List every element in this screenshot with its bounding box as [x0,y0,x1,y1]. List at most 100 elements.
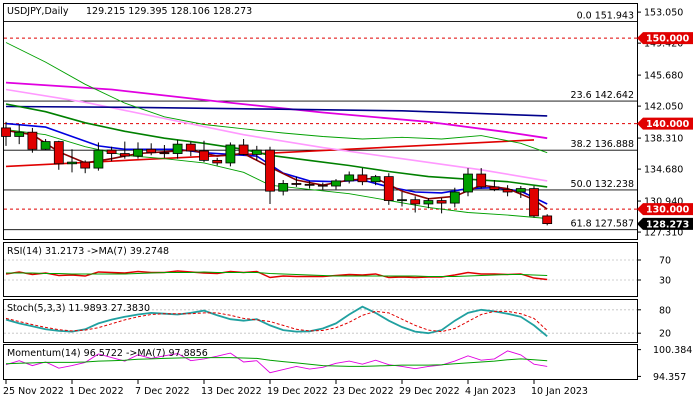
candle-13 [172,139,183,159]
symbol-label: USDJPY,Daily [7,6,69,17]
candle-6 [80,160,91,174]
candle-27 [357,168,368,186]
rsi-axis: 70 30 [637,256,671,287]
candle-21 [278,180,289,196]
candle-36 [476,168,487,189]
level-label-50-0-132-238: 50.0 132.238 [571,179,634,190]
rsi-series-1 [6,271,548,277]
candle-31 [410,196,421,213]
svg-text:130.000: 130.000 [646,205,690,216]
price-line-1 [5,81,548,140]
candle-24 [317,182,328,190]
momentum-pane: Momentum(14) 96.5722 ->MA(7) 97.8856 [3,344,638,380]
time-tick-23-dec-2022: 23 Dec 2022 [333,386,394,397]
level-label-23-6-142-642: 23.6 142.642 [571,90,634,101]
candle-15 [199,140,209,163]
level-label-0-0-151-943: 0.0 151.943 [577,11,634,22]
candle-12 [159,145,170,158]
price-tick-127-310: 127.310 [644,228,683,239]
momentum-label: Momentum(14) 96.5722 ->MA(7) 97.8856 [7,348,208,359]
stoch-series-1 [5,310,548,333]
candle-41 [542,214,553,226]
candlesticks [1,121,553,226]
candle-28 [370,174,381,186]
candle-7 [93,142,104,171]
candle-23 [304,180,315,189]
time-tick-29-dec-2022: 29 Dec 2022 [399,386,460,397]
candle-34 [449,187,460,208]
stoch-pane: Stoch(5,3,3) 11.9893 27.3830 [3,299,638,343]
candle-30 [397,192,407,207]
candle-35 [463,168,473,197]
time-tick-13-dec-2022: 13 Dec 2022 [201,386,262,397]
level-label-38-2-136-888: 38.2 136.888 [571,139,634,150]
candle-20 [265,146,275,204]
candle-32 [423,197,434,209]
time-tick-10-jan-2023: 10 Jan 2023 [531,386,588,397]
candle-18 [238,139,249,156]
time-tick-19-dec-2022: 19 Dec 2022 [267,386,328,397]
rsi-tick-70: 70 [659,256,671,267]
candle-25 [331,179,341,190]
rsi-series-0 [5,270,548,281]
price-line-3 [5,105,548,117]
price-tick-142-050: 142.050 [644,102,683,113]
stoch-series-0 [5,305,548,337]
price-badge-130-000: 130.000 [637,203,693,216]
candle-5 [67,149,77,173]
momentum-series-0 [5,350,548,374]
time-tick-4-jan-2023: 4 Jan 2023 [465,386,516,397]
price-tick-134-680: 134.680 [644,165,683,176]
candle-1 [14,124,25,145]
price-badges: 150.000 140.000 130.000 128.273 [637,32,693,230]
candle-16 [212,157,223,166]
price-pane: 0.0 151.943 23.6 142.642 38.2 136.888 50.0 … [1,3,638,240]
candle-40 [529,186,539,218]
candle-19 [251,145,262,161]
candle-0 [1,121,11,146]
momentum-lines [5,350,548,374]
svg-text:140.000: 140.000 [646,119,690,130]
candle-3 [40,139,51,151]
price-tick-130-940: 130.940 [644,197,683,208]
candle-14 [185,141,196,157]
momentum-axis: 100.384 94.357 [637,345,692,383]
time-tick-25-nov-2022: 25 Nov 2022 [3,386,64,397]
candle-26 [344,171,355,184]
candle-8 [106,146,117,162]
svg-text:150.000: 150.000 [646,34,690,45]
momentum-series-1 [5,357,548,367]
stoch-axis: 80 20 [637,305,671,340]
price-line-2 [5,88,548,182]
svg-text:128.273: 128.273 [646,219,689,230]
stoch-lines [4,305,637,337]
momentum-tick-94-357: 94.357 [653,372,686,383]
price-badge-128-273: 128.273 [637,217,693,230]
stoch-label: Stoch(5,3,3) 11.9893 27.3830 [7,303,150,314]
price-tick-138-310: 138.310 [644,134,683,145]
level-label-61-8-127-587: 61.8 127.587 [571,219,634,230]
price-badge-140-000: 140.000 [637,117,693,130]
stoch-tick-80: 80 [659,305,671,316]
price-line-4 [5,42,548,154]
candle-22 [291,176,302,187]
price-tick-145-680: 145.680 [644,71,683,82]
candle-37 [489,180,500,192]
ohlc-values: 129.215 129.395 128.106 128.273 [86,6,252,17]
candle-9 [119,141,130,159]
price-tick-153-050: 153.050 [644,8,683,19]
candle-33 [436,197,447,214]
candle-11 [146,143,157,156]
price-badge-150-000: 150.000 [637,32,693,45]
time-tick-7-dec-2022: 7 Dec 2022 [135,386,190,397]
candle-4 [53,140,64,170]
rsi-lines [4,259,637,281]
time-tick-1-dec-2022: 1 Dec 2022 [69,386,124,397]
rsi-pane: RSI(14) 31.2173 ->MA(7) 39.2748 [3,242,638,297]
momentum-tick-100-384: 100.384 [653,345,692,356]
candle-2 [27,127,38,153]
time-axis: 25 Nov 2022 1 Dec 2022 7 Dec 2022 13 Dec 20… [3,380,588,397]
stoch-tick-20: 20 [659,329,671,340]
rsi-tick-30: 30 [659,276,671,287]
